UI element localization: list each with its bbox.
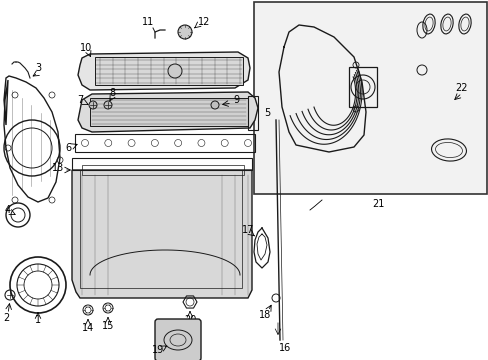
Text: 6: 6 — [65, 143, 71, 153]
Bar — [82, 165, 244, 175]
Bar — [253, 2, 486, 194]
Text: 18: 18 — [258, 310, 270, 320]
Text: 15: 15 — [102, 321, 114, 331]
Polygon shape — [78, 92, 258, 132]
Bar — [95, 57, 243, 85]
Bar — [348, 67, 376, 107]
Circle shape — [89, 101, 97, 109]
Text: 1: 1 — [35, 315, 41, 325]
Text: 22: 22 — [455, 83, 468, 93]
Text: 14: 14 — [81, 323, 94, 333]
Text: 4: 4 — [5, 205, 11, 215]
Text: 21: 21 — [371, 199, 384, 209]
Bar — [75, 134, 254, 152]
Text: 9: 9 — [232, 95, 239, 105]
Text: 7: 7 — [77, 95, 83, 105]
Text: 3: 3 — [35, 63, 41, 73]
Text: 19: 19 — [152, 345, 164, 355]
Text: 12: 12 — [198, 17, 210, 27]
Text: 10: 10 — [80, 43, 92, 53]
Text: 17: 17 — [242, 225, 254, 235]
Bar — [90, 98, 247, 126]
Bar — [80, 170, 242, 288]
Text: 5: 5 — [264, 108, 270, 118]
Polygon shape — [72, 170, 251, 298]
Text: 16: 16 — [278, 343, 290, 353]
Circle shape — [210, 101, 219, 109]
Text: 11: 11 — [142, 17, 154, 27]
Bar — [72, 158, 251, 170]
Text: 20: 20 — [183, 315, 196, 325]
Polygon shape — [78, 52, 249, 90]
Circle shape — [104, 101, 112, 109]
FancyBboxPatch shape — [155, 319, 201, 360]
Circle shape — [178, 25, 192, 39]
Text: 2: 2 — [3, 313, 9, 323]
Text: 13: 13 — [52, 163, 64, 173]
Text: 8: 8 — [109, 88, 115, 98]
Bar — [247, 96, 258, 130]
Circle shape — [168, 64, 182, 78]
